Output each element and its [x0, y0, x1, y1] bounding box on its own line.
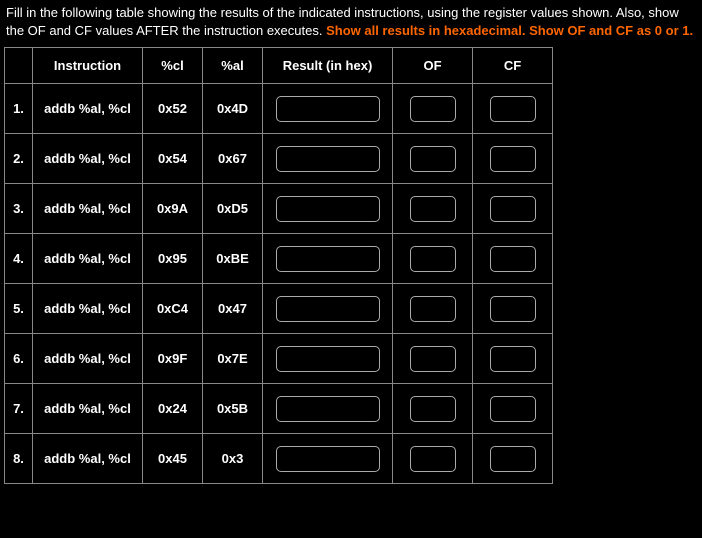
table-row: 1.addb %al, %cl0x520x4D — [5, 84, 553, 134]
cl-value: 0xC4 — [143, 284, 203, 334]
question-prompt: Fill in the following table showing the … — [0, 0, 702, 47]
result-input[interactable] — [276, 346, 380, 372]
result-input[interactable] — [276, 296, 380, 322]
cl-value: 0x24 — [143, 384, 203, 434]
cl-value: 0x45 — [143, 434, 203, 484]
cl-value: 0x9F — [143, 334, 203, 384]
cf-input[interactable] — [490, 396, 536, 422]
row-number: 3. — [5, 184, 33, 234]
table-row: 5.addb %al, %cl0xC40x47 — [5, 284, 553, 334]
of-cell — [393, 434, 473, 484]
result-cell — [263, 384, 393, 434]
header-cf: CF — [473, 48, 553, 84]
instruction-cell: addb %al, %cl — [33, 234, 143, 284]
al-value: 0xD5 — [203, 184, 263, 234]
cf-input[interactable] — [490, 196, 536, 222]
of-cell — [393, 284, 473, 334]
prompt-emphasis: Show all results in hexadecimal. Show OF… — [326, 23, 693, 38]
result-input[interactable] — [276, 196, 380, 222]
cf-cell — [473, 84, 553, 134]
cf-input[interactable] — [490, 246, 536, 272]
cl-value: 0x9A — [143, 184, 203, 234]
cf-input[interactable] — [490, 96, 536, 122]
al-value: 0xBE — [203, 234, 263, 284]
of-input[interactable] — [410, 396, 456, 422]
of-cell — [393, 184, 473, 234]
row-number: 5. — [5, 284, 33, 334]
row-number: 6. — [5, 334, 33, 384]
table-row: 3.addb %al, %cl0x9A0xD5 — [5, 184, 553, 234]
header-cl: %cl — [143, 48, 203, 84]
row-number: 1. — [5, 84, 33, 134]
cf-input[interactable] — [490, 346, 536, 372]
cf-cell — [473, 384, 553, 434]
of-input[interactable] — [410, 346, 456, 372]
result-input[interactable] — [276, 446, 380, 472]
header-row: Instruction %cl %al Result (in hex) OF C… — [5, 48, 553, 84]
of-cell — [393, 84, 473, 134]
of-input[interactable] — [410, 96, 456, 122]
instruction-cell: addb %al, %cl — [33, 334, 143, 384]
instruction-cell: addb %al, %cl — [33, 84, 143, 134]
al-value: 0x47 — [203, 284, 263, 334]
of-cell — [393, 234, 473, 284]
result-cell — [263, 334, 393, 384]
of-cell — [393, 334, 473, 384]
row-number: 4. — [5, 234, 33, 284]
cf-cell — [473, 334, 553, 384]
result-input[interactable] — [276, 246, 380, 272]
of-cell — [393, 384, 473, 434]
table-row: 4.addb %al, %cl0x950xBE — [5, 234, 553, 284]
row-number: 7. — [5, 384, 33, 434]
cf-cell — [473, 184, 553, 234]
header-al: %al — [203, 48, 263, 84]
instruction-cell: addb %al, %cl — [33, 434, 143, 484]
instruction-cell: addb %al, %cl — [33, 134, 143, 184]
result-cell — [263, 284, 393, 334]
result-input[interactable] — [276, 396, 380, 422]
result-cell — [263, 184, 393, 234]
cl-value: 0x95 — [143, 234, 203, 284]
instruction-cell: addb %al, %cl — [33, 284, 143, 334]
instruction-cell: addb %al, %cl — [33, 184, 143, 234]
header-of: OF — [393, 48, 473, 84]
table-row: 7.addb %al, %cl0x240x5B — [5, 384, 553, 434]
cf-input[interactable] — [490, 296, 536, 322]
instruction-cell: addb %al, %cl — [33, 384, 143, 434]
al-value: 0x3 — [203, 434, 263, 484]
result-cell — [263, 434, 393, 484]
cf-cell — [473, 234, 553, 284]
row-number: 2. — [5, 134, 33, 184]
cl-value: 0x52 — [143, 84, 203, 134]
table-row: 2.addb %al, %cl0x540x67 — [5, 134, 553, 184]
of-input[interactable] — [410, 146, 456, 172]
header-result: Result (in hex) — [263, 48, 393, 84]
result-cell — [263, 234, 393, 284]
header-instruction: Instruction — [33, 48, 143, 84]
al-value: 0x7E — [203, 334, 263, 384]
of-input[interactable] — [410, 446, 456, 472]
instruction-table: Instruction %cl %al Result (in hex) OF C… — [4, 47, 553, 484]
cf-input[interactable] — [490, 446, 536, 472]
result-input[interactable] — [276, 96, 380, 122]
cf-cell — [473, 284, 553, 334]
cf-cell — [473, 134, 553, 184]
table-row: 8.addb %al, %cl0x450x3 — [5, 434, 553, 484]
al-value: 0x4D — [203, 84, 263, 134]
of-input[interactable] — [410, 296, 456, 322]
cf-cell — [473, 434, 553, 484]
result-cell — [263, 84, 393, 134]
result-cell — [263, 134, 393, 184]
of-input[interactable] — [410, 196, 456, 222]
result-input[interactable] — [276, 146, 380, 172]
row-number: 8. — [5, 434, 33, 484]
al-value: 0x5B — [203, 384, 263, 434]
cl-value: 0x54 — [143, 134, 203, 184]
of-cell — [393, 134, 473, 184]
table-row: 6.addb %al, %cl0x9F0x7E — [5, 334, 553, 384]
of-input[interactable] — [410, 246, 456, 272]
cf-input[interactable] — [490, 146, 536, 172]
al-value: 0x67 — [203, 134, 263, 184]
header-blank — [5, 48, 33, 84]
